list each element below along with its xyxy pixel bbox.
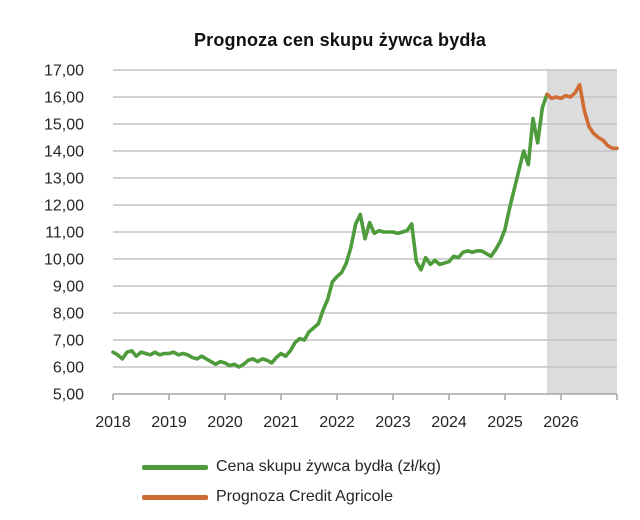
legend-item-prognoza: Prognoza Credit Agricole	[142, 482, 441, 512]
y-tick-label: 10,00	[44, 252, 84, 269]
series-line-0	[111, 92, 549, 369]
y-tick-label: 13,00	[44, 171, 84, 188]
y-tick-label: 11,00	[45, 225, 84, 242]
y-tick-label: 9,00	[53, 279, 84, 296]
x-tick-label: 2020	[207, 414, 243, 431]
x-tick-label: 2026	[543, 414, 579, 431]
y-tick-label: 14,00	[44, 144, 84, 161]
legend-swatch-orange-line	[142, 494, 208, 500]
x-tick-label: 2025	[487, 414, 523, 431]
y-tick-label: 16,00	[44, 90, 84, 107]
legend-label-cena-skupu: Cena skupu żywca bydła (zł/kg)	[216, 458, 441, 475]
y-tick-label: 5,00	[53, 387, 84, 404]
x-tick-label: 2024	[431, 414, 467, 431]
legend-item-cena-skupu: Cena skupu żywca bydła (zł/kg)	[142, 452, 441, 482]
y-tick-label: 12,00	[44, 198, 84, 215]
legend: Cena skupu żywca bydła (zł/kg) Prognoza …	[142, 452, 441, 512]
y-tick-label: 6,00	[53, 360, 84, 377]
plot-area: 5,00 6,00 7,00 8,00 9,00 10,00 11,00 12,00 13,00…	[44, 63, 619, 431]
x-tick-label: 2019	[151, 414, 187, 431]
x-tick-label: 2018	[95, 414, 131, 431]
x-tick-label: 2021	[263, 414, 299, 431]
series-line-1	[545, 83, 619, 151]
y-tick-label: 8,00	[53, 306, 84, 323]
legend-label-prognoza: Prognoza Credit Agricole	[216, 488, 393, 505]
y-tick-label: 7,00	[53, 333, 84, 350]
y-tick-label: 15,00	[44, 117, 84, 134]
x-tick-label: 2022	[319, 414, 355, 431]
y-tick-label: 17,00	[44, 63, 84, 80]
legend-swatch-green-line	[142, 464, 208, 470]
chart-title: Prognoza cen skupu żywca bydła	[193, 30, 487, 50]
x-tick-label: 2023	[375, 414, 411, 431]
